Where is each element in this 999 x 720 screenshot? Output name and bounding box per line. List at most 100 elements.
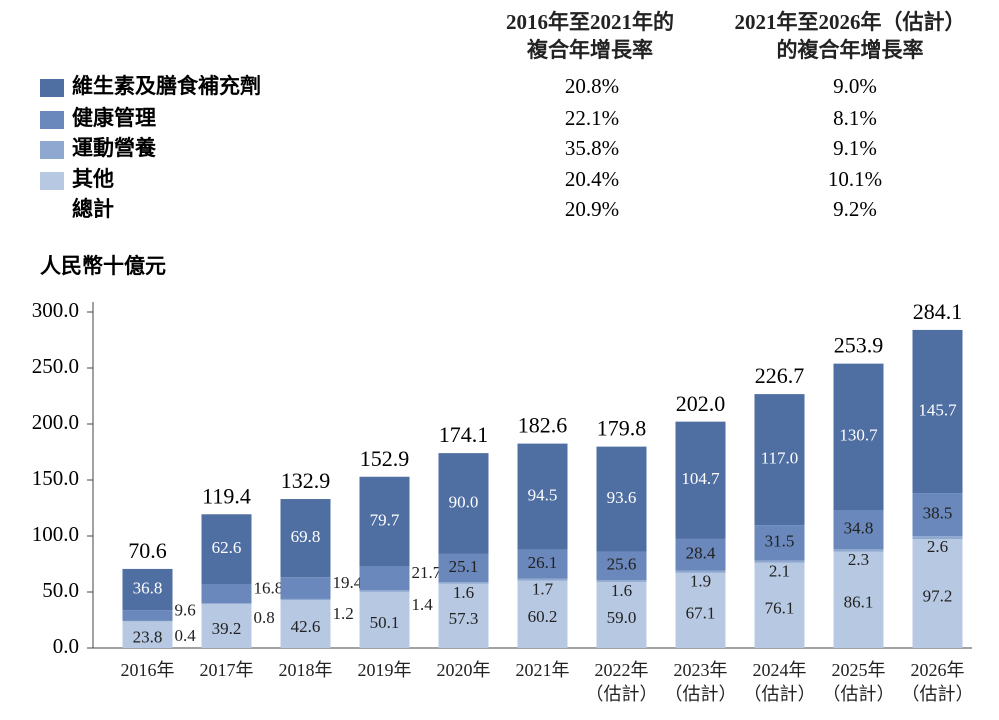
value-label: 16.8 — [254, 579, 284, 598]
value-label: 145.7 — [918, 400, 957, 419]
value-label: 62.6 — [212, 538, 242, 557]
legend-swatch — [40, 172, 64, 190]
bar-segment — [596, 551, 647, 581]
value-label: 90.0 — [449, 492, 479, 511]
bar-segment — [517, 578, 568, 581]
value-label: 2.3 — [848, 550, 869, 569]
y-tick-label: 200.0 — [32, 410, 79, 434]
value-label: 1.2 — [333, 604, 354, 623]
bar-segment — [675, 570, 726, 573]
bar-segment — [833, 510, 884, 549]
value-label: 57.3 — [449, 609, 479, 628]
bar-segment — [201, 603, 252, 605]
total-label: 152.9 — [360, 446, 410, 471]
bar-segment — [754, 560, 805, 563]
cagr-value: 20.9% — [565, 197, 619, 221]
bar-segment — [517, 549, 568, 579]
bar-segment — [596, 580, 647, 582]
value-label: 0.4 — [175, 626, 197, 645]
bar-segment — [517, 580, 568, 648]
bar-segment — [359, 591, 410, 648]
value-label: 25.6 — [607, 555, 637, 574]
value-label: 86.1 — [844, 593, 874, 612]
value-label: 2.6 — [927, 537, 948, 556]
cagr-value: 9.1% — [833, 136, 877, 160]
bar-segment — [517, 443, 568, 550]
value-label: 42.6 — [291, 617, 321, 636]
cagr-value: 8.1% — [833, 106, 877, 130]
legend-swatch — [40, 111, 64, 129]
bar-segment — [438, 582, 489, 584]
legend-swatch — [40, 79, 64, 97]
bar-segment — [912, 536, 963, 540]
value-label: 31.5 — [765, 532, 795, 551]
value-label: 1.6 — [611, 581, 632, 600]
x-tick-label: 2026年 （估計） — [901, 660, 974, 704]
bar-segment — [201, 604, 252, 648]
legend-label: 維生素及膳食補充劑 — [72, 74, 261, 98]
value-label: 28.4 — [686, 544, 716, 563]
bar-segment — [359, 590, 410, 592]
bar-segment — [833, 548, 884, 552]
value-label: 79.7 — [370, 510, 400, 529]
total-label: 119.4 — [202, 483, 251, 508]
cagr-value: 22.1% — [565, 106, 619, 130]
value-label: 26.1 — [528, 553, 558, 572]
total-label: 284.1 — [913, 299, 963, 324]
bar-segment — [912, 493, 963, 537]
value-label: 59.0 — [607, 608, 637, 627]
value-label: 1.4 — [412, 595, 434, 614]
value-label: 23.8 — [133, 628, 163, 647]
bar-segment — [280, 577, 331, 599]
y-tick-label: 250.0 — [32, 354, 79, 378]
bar-segment — [754, 394, 805, 526]
bar-segment — [675, 538, 726, 571]
value-label: 9.6 — [175, 600, 196, 619]
y-tick-label: 0.0 — [53, 634, 79, 658]
bar-segment — [912, 329, 963, 494]
cagr-value: 20.8% — [565, 74, 619, 98]
cagr-header: 2021年至2026年（估計） 的複合年增長率 — [734, 10, 966, 62]
x-tick-label: 2023年 （估計） — [664, 660, 737, 704]
bar-segment — [280, 499, 331, 578]
cagr-value: 35.8% — [565, 136, 619, 160]
value-label: 34.8 — [844, 518, 874, 537]
bar-segment — [280, 600, 331, 648]
y-axis-label: 人民幣十億元 — [40, 254, 166, 278]
value-label: 130.7 — [839, 426, 878, 445]
cagr-value: 9.2% — [833, 197, 877, 221]
value-label: 1.7 — [532, 580, 554, 599]
value-label: 50.1 — [370, 613, 400, 632]
value-label: 76.1 — [765, 598, 795, 617]
bar-segment — [833, 551, 884, 648]
total-label: 70.6 — [128, 538, 167, 563]
bar-segment — [754, 525, 805, 561]
y-tick-label: 50.0 — [42, 578, 79, 602]
bar-segment — [596, 446, 647, 552]
bar-segment — [359, 476, 410, 567]
bar-segment — [201, 584, 252, 604]
value-label: 19.4 — [333, 573, 363, 592]
legend-label: 運動營養 — [72, 136, 157, 160]
bar-segment — [675, 572, 726, 648]
y-tick-label: 150.0 — [32, 466, 79, 490]
total-label: 179.8 — [597, 416, 647, 441]
legend-label: 其他 — [72, 167, 114, 191]
y-tick-label: 300.0 — [32, 298, 79, 322]
y-tick-label: 100.0 — [32, 522, 79, 546]
legend-label: 總計 — [72, 197, 114, 221]
value-label: 97.2 — [923, 586, 953, 605]
bar-segment — [675, 421, 726, 539]
bar-segment — [596, 581, 647, 648]
total-label: 226.7 — [755, 363, 805, 388]
bar-segment — [438, 553, 489, 583]
value-label: 67.1 — [686, 603, 716, 622]
value-label: 25.1 — [449, 557, 479, 576]
bar-segment — [122, 621, 173, 648]
bar-segment — [438, 453, 489, 554]
value-label: 69.8 — [291, 527, 321, 546]
cagr-value: 20.4% — [565, 167, 619, 191]
bar-segment — [754, 562, 805, 648]
cagr-header: 2016年至2021年的 複合年增長率 — [506, 10, 674, 62]
